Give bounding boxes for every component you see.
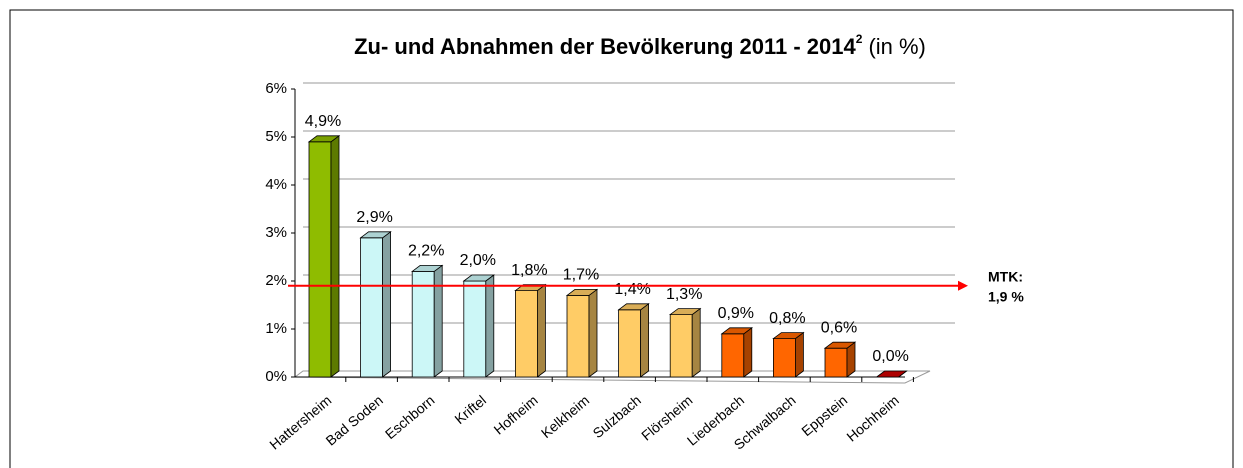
bar-top bbox=[565, 289, 599, 296]
value-label: 2,0% bbox=[460, 252, 496, 269]
bar bbox=[875, 370, 908, 378]
value-label: 1,4% bbox=[614, 281, 650, 298]
bar-side bbox=[330, 135, 340, 378]
bar-side bbox=[691, 307, 701, 378]
bar-front bbox=[411, 270, 435, 378]
bar bbox=[514, 283, 547, 378]
floor bbox=[294, 370, 931, 384]
reference-name: MTK: bbox=[988, 269, 1023, 285]
title-sup: 2 bbox=[856, 32, 863, 46]
bar bbox=[307, 135, 341, 378]
bar bbox=[462, 274, 495, 378]
value-label: 1,3% bbox=[666, 286, 702, 303]
bar bbox=[823, 341, 857, 378]
bar bbox=[359, 231, 392, 378]
bar-front bbox=[669, 314, 693, 378]
x-tick-label: Sulzbach bbox=[590, 392, 644, 441]
y-tick-label: 6% bbox=[265, 80, 287, 97]
bar-top bbox=[307, 135, 341, 143]
value-label: 1,7% bbox=[563, 267, 599, 284]
bar bbox=[565, 288, 599, 378]
bar bbox=[669, 307, 702, 378]
x-tick-label: Bad Soden bbox=[323, 392, 386, 449]
title-main: Zu- und Abnahmen der Bevölkerung 2011 - … bbox=[354, 34, 856, 59]
x-tick-label: Eschborn bbox=[382, 392, 438, 442]
value-label: 0,9% bbox=[718, 305, 754, 322]
bar-top bbox=[617, 303, 650, 311]
bar-side bbox=[485, 274, 495, 378]
y-tick-label: 1% bbox=[265, 320, 287, 337]
bar-side bbox=[537, 283, 546, 378]
bar-side bbox=[795, 331, 804, 378]
bar-top bbox=[875, 370, 908, 378]
y-tick-label: 0% bbox=[265, 368, 287, 385]
value-label: 0,0% bbox=[872, 348, 908, 365]
bar-side bbox=[640, 303, 649, 378]
x-tick-label: Kriftel bbox=[451, 392, 489, 427]
bar-front bbox=[824, 347, 848, 378]
bar-top bbox=[359, 231, 392, 239]
bar-side bbox=[588, 288, 598, 378]
x-tick-label: Hofheim bbox=[490, 392, 540, 438]
value-label: 2,9% bbox=[356, 209, 392, 226]
bar-front bbox=[773, 338, 796, 378]
reference-arrow bbox=[958, 280, 968, 291]
reference-label: 1,9 % bbox=[988, 289, 1024, 305]
value-label: 4,9% bbox=[305, 113, 341, 130]
bar-front bbox=[618, 309, 641, 378]
x-tick-label: Hochheim bbox=[843, 392, 902, 445]
bar-top bbox=[772, 332, 805, 339]
title-suffix: (in %) bbox=[868, 34, 925, 59]
bar-top bbox=[823, 341, 857, 349]
y-tick-label: 4% bbox=[265, 176, 287, 193]
y-tick-label: 3% bbox=[265, 224, 287, 241]
chart-title: Zu- und Abnahmen der Bevölkerung 2011 - … bbox=[354, 32, 926, 59]
bar bbox=[772, 331, 805, 378]
value-label: 0,8% bbox=[769, 310, 805, 327]
bar-top bbox=[462, 274, 495, 282]
y-tick-label: 5% bbox=[265, 128, 287, 145]
x-tick-label: Kelkheim bbox=[538, 392, 592, 441]
value-label: 0,6% bbox=[821, 319, 857, 336]
bar-front bbox=[360, 237, 384, 378]
bar-side bbox=[743, 327, 753, 378]
bar bbox=[411, 264, 444, 378]
bar-side bbox=[433, 264, 443, 378]
bar bbox=[617, 303, 650, 378]
bar-front bbox=[566, 294, 590, 378]
bar-front bbox=[308, 141, 332, 378]
value-label: 1,8% bbox=[511, 262, 547, 279]
bar-front bbox=[721, 333, 745, 378]
value-label: 2,2% bbox=[408, 243, 444, 260]
bar-front bbox=[515, 290, 538, 378]
bar-top bbox=[411, 265, 444, 272]
bar-front bbox=[463, 280, 487, 378]
bar-top bbox=[720, 327, 753, 335]
bar-top bbox=[669, 308, 702, 315]
frame bbox=[9, 9, 1234, 468]
bar bbox=[720, 327, 753, 378]
y-tick-label: 2% bbox=[265, 272, 287, 289]
bar-side bbox=[382, 231, 391, 378]
x-tick-label: Hattersheim bbox=[266, 392, 334, 453]
